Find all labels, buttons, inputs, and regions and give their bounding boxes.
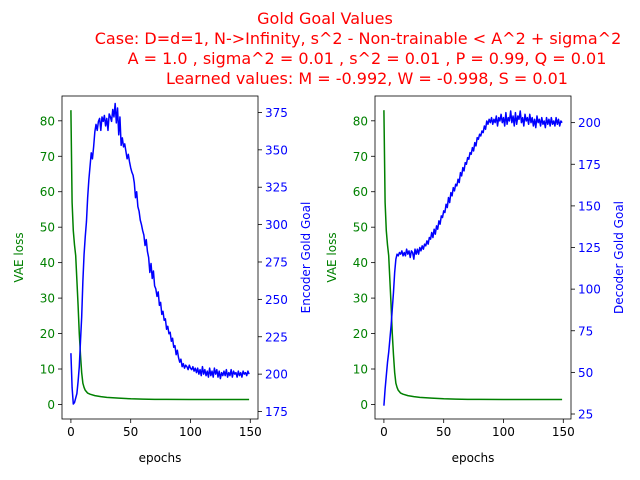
encoder-left-y-axis-label: VAE loss bbox=[12, 232, 26, 282]
decoder-right-y-tick-label: 100 bbox=[578, 283, 601, 297]
decoder-x-tick-label: 100 bbox=[492, 425, 515, 439]
encoder-x-tick-label: 150 bbox=[239, 425, 262, 439]
encoder-vae-loss-line bbox=[70, 110, 250, 401]
title-line-1: Gold Goal Values bbox=[257, 9, 393, 28]
encoder-left-y-tick-label: 40 bbox=[40, 256, 55, 270]
encoder-x-tick-label: 100 bbox=[179, 425, 202, 439]
encoder-right-y-tick-label: 300 bbox=[265, 218, 288, 232]
encoder-right-y-axis-label: Encoder Gold Goal bbox=[299, 202, 313, 314]
decoder-left-y-tick-label: 50 bbox=[353, 221, 368, 235]
decoder-right-y-tick-label: 175 bbox=[578, 158, 601, 172]
decoder-left-y-tick-label: 20 bbox=[353, 327, 368, 341]
decoder-x-tick-label: 50 bbox=[436, 425, 451, 439]
encoder-axes-frame bbox=[61, 95, 259, 420]
decoder-left-y-tick-label: 70 bbox=[353, 150, 368, 164]
decoder-x-axis-label: epochs bbox=[452, 451, 495, 465]
decoder-right-y-tick-label: 50 bbox=[578, 366, 593, 380]
decoder-right-y-axis-label: Decoder Gold Goal bbox=[612, 201, 626, 314]
title-line-3: A = 1.0 , sigma^2 = 0.01 , s^2 = 0.01 , … bbox=[128, 49, 607, 68]
encoder-left-y-tick-label: 10 bbox=[40, 363, 55, 377]
encoder-left-y-tick-label: 30 bbox=[40, 292, 55, 306]
encoder-x-tick-label: 0 bbox=[67, 425, 75, 439]
decoder-left-y-tick-label: 40 bbox=[353, 256, 368, 270]
decoder-gold-goal-line bbox=[383, 110, 563, 406]
decoder-right-y-tick-label: 125 bbox=[578, 241, 601, 255]
decoder-vae-loss-line bbox=[383, 110, 563, 401]
decoder-x-tick-label: 150 bbox=[552, 425, 575, 439]
decoder-right-y-tick-label: 150 bbox=[578, 199, 601, 213]
encoder-left-y-tick-label: 60 bbox=[40, 185, 55, 199]
decoder-x-tick-label: 0 bbox=[380, 425, 388, 439]
encoder-right-y-tick-label: 225 bbox=[265, 330, 288, 344]
encoder-left-y-tick-label: 70 bbox=[40, 150, 55, 164]
decoder-right-y-tick-label: 75 bbox=[578, 324, 593, 338]
encoder-panel: 0 50 100 150 epochs 0 10 20 30 40 50 60 70 80 VAE loss… bbox=[12, 95, 313, 465]
encoder-x-tick-label: 50 bbox=[123, 425, 138, 439]
decoder-left-y-axis-label: VAE loss bbox=[325, 232, 339, 282]
decoder-axes-frame bbox=[374, 95, 572, 420]
encoder-right-y-tick-label: 275 bbox=[265, 255, 288, 269]
decoder-right-y-tick-label: 25 bbox=[578, 408, 593, 422]
encoder-right-y-tick-label: 200 bbox=[265, 368, 288, 382]
encoder-left-y-tick-label: 50 bbox=[40, 221, 55, 235]
encoder-left-y-tick-label: 0 bbox=[47, 398, 55, 412]
encoder-right-y-tick-label: 350 bbox=[265, 143, 288, 157]
decoder-left-y-tick-label: 60 bbox=[353, 185, 368, 199]
decoder-left-y-tick-label: 10 bbox=[353, 363, 368, 377]
decoder-left-y-tick-label: 0 bbox=[360, 398, 368, 412]
decoder-left-y-tick-label: 80 bbox=[353, 114, 368, 128]
title-line-4: Learned values: M = -0.992, W = -0.998, … bbox=[166, 69, 568, 88]
encoder-left-y-tick-label: 80 bbox=[40, 114, 55, 128]
figure-title: Gold Goal Values Case: D=d=1, N->Infinit… bbox=[95, 9, 622, 88]
title-line-2: Case: D=d=1, N->Infinity, s^2 - Non-trai… bbox=[95, 29, 622, 48]
encoder-x-axis-label: epochs bbox=[139, 451, 182, 465]
decoder-panel: 0 50 100 150 epochs 0 10 20 30 40 50 60 70 80 VAE loss… bbox=[325, 95, 626, 465]
decoder-right-y-tick-label: 200 bbox=[578, 116, 601, 130]
encoder-left-y-tick-label: 20 bbox=[40, 327, 55, 341]
encoder-gold-goal-line bbox=[70, 102, 250, 405]
encoder-right-y-tick-label: 250 bbox=[265, 293, 288, 307]
decoder-left-y-tick-label: 30 bbox=[353, 292, 368, 306]
encoder-right-y-tick-label: 375 bbox=[265, 106, 288, 120]
encoder-right-y-tick-label: 175 bbox=[265, 405, 288, 419]
encoder-right-y-tick-label: 325 bbox=[265, 181, 288, 195]
